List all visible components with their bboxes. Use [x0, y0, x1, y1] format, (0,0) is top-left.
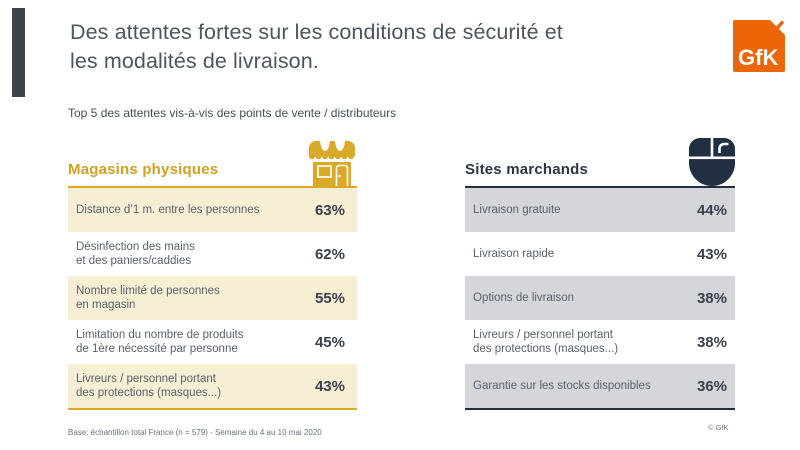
table-row: Limitation du nombre de produits de 1ère …: [68, 320, 357, 364]
row-label: Désinfection des mains et des paniers/cad…: [76, 241, 195, 267]
table-row: Désinfection des mains et des paniers/cad…: [68, 232, 357, 276]
row-value: 38%: [696, 333, 727, 351]
page-title: Des attentes fortes sur les conditions d…: [70, 18, 563, 76]
row-label: Livraison rapide: [473, 248, 555, 260]
gfk-logo-icon: GfK: [733, 20, 785, 72]
table-row: Distance d’1 m. entre les personnes 63%: [68, 188, 357, 232]
row-value: 45%: [314, 333, 345, 351]
row-label: Livreurs / personnel portant des protecti…: [76, 373, 222, 399]
table-row: Livraison rapide 43%: [465, 232, 735, 276]
row-value: 43%: [696, 245, 727, 263]
table-row: Livraison gratuite 44%: [465, 188, 735, 232]
magasins-table: Distance d’1 m. entre les personnes 63% Dé…: [68, 186, 357, 410]
title-line-2: les modalités de livraison.: [70, 49, 319, 73]
row-label: Options de livraison: [473, 292, 574, 304]
magasins-column-header: Magasins physiques: [68, 138, 357, 186]
row-value: 62%: [314, 245, 345, 263]
title-line-1: Des attentes fortes sur les conditions d…: [70, 20, 563, 44]
row-label: Garantie sur les stocks disponibles: [473, 380, 651, 392]
row-value: 36%: [696, 377, 727, 395]
sites-column-title: Sites marchands: [465, 161, 589, 178]
table-row: Garantie sur les stocks disponibles 36%: [465, 364, 735, 408]
table-row: Options de livraison 38%: [465, 276, 735, 320]
title-accent-bar: [12, 8, 25, 97]
row-value: 44%: [696, 201, 727, 219]
row-value: 43%: [314, 377, 345, 395]
copyright: © GfK: [708, 423, 729, 432]
row-label: Distance d’1 m. entre les personnes: [76, 204, 260, 216]
table-row: Livreurs / personnel portant des protecti…: [68, 364, 357, 408]
magasins-column-title: Magasins physiques: [68, 161, 219, 178]
gfk-logo: GfK: [733, 20, 785, 72]
table-row: Livreurs / personnel portant des protecti…: [465, 320, 735, 364]
sites-column-header: Sites marchands: [465, 138, 735, 186]
table-row: Nombre limité de personnes en magasin 55%: [68, 276, 357, 320]
row-label: Nombre limité de personnes en magasin: [76, 285, 220, 311]
sites-marchands-column: Sites marchands Livraison gratuite 44% Liv…: [465, 138, 735, 410]
svg-text:GfK: GfK: [738, 45, 778, 70]
magasins-physiques-column: Magasins physiques: [68, 138, 357, 410]
row-value: 38%: [696, 289, 727, 307]
row-label: Limitation du nombre de produits de 1ère …: [76, 329, 244, 355]
base-footnote: Base: échantillon total France (n = 579)…: [68, 428, 322, 437]
subtitle: Top 5 des attentes vis-à-vis des points …: [68, 106, 397, 120]
row-label: Livreurs / personnel portant des protecti…: [473, 329, 619, 355]
row-value: 63%: [314, 201, 345, 219]
row-label: Livraison gratuite: [473, 204, 561, 216]
storefront-icon: [307, 139, 357, 186]
sites-table: Livraison gratuite 44% Livraison rapide 43%…: [465, 186, 735, 410]
mouse-icon: [689, 138, 735, 186]
row-value: 55%: [314, 289, 345, 307]
